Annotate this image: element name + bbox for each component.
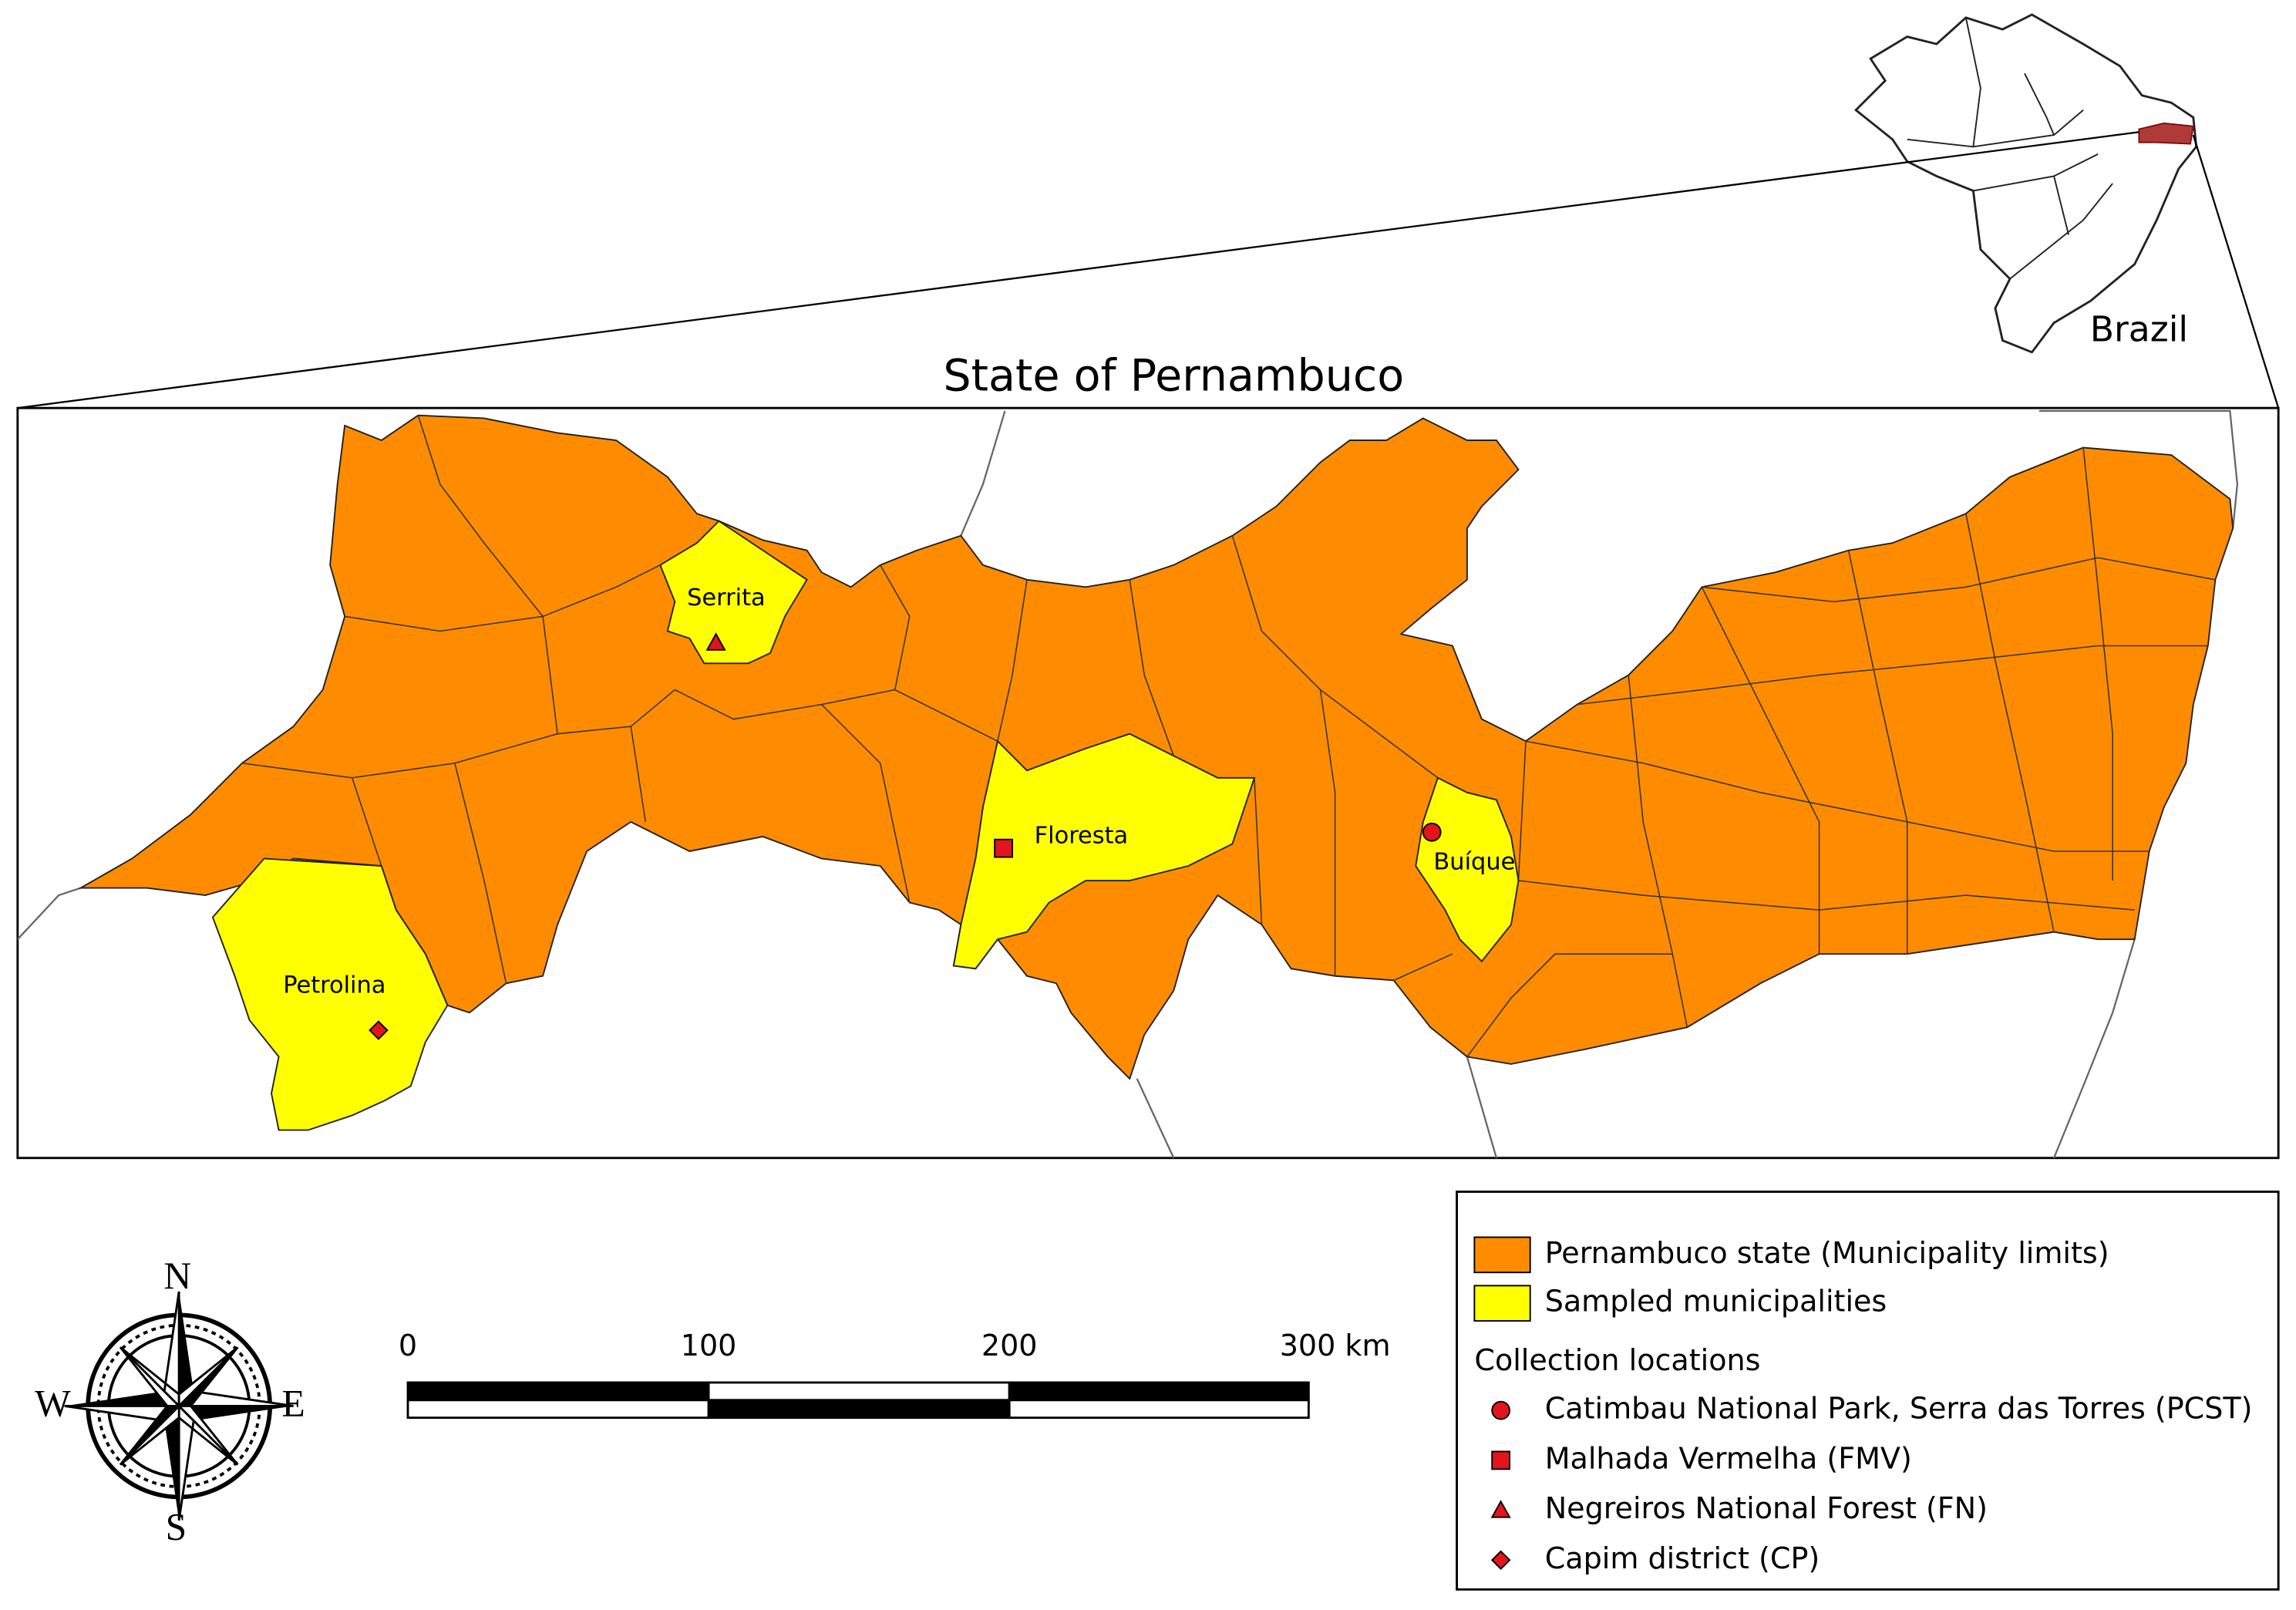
scale-label: 300 km	[1280, 1329, 1391, 1362]
sampled-municipality	[211, 857, 449, 1131]
legend-label: Capim district (CP)	[1545, 1541, 1820, 1575]
scale-label: 200	[981, 1329, 1038, 1362]
municipality-label: Buíque	[1433, 849, 1515, 876]
legend-label: Malhada Vermelha (FMV)	[1545, 1441, 1912, 1475]
sampled-municipality	[1415, 776, 1520, 963]
inset-map: Brazil	[1854, 13, 2198, 354]
legend-subtitle: Collection locations	[1474, 1343, 1760, 1377]
site-marker	[369, 1020, 389, 1040]
municipality-label: Floresta	[1035, 822, 1129, 849]
compass-label: N	[163, 1255, 191, 1297]
site-marker	[1491, 1450, 1511, 1470]
legend-label: Pernambuco state (Municipality limits)	[1545, 1236, 2109, 1270]
municipality-label: Serrita	[687, 584, 766, 611]
legend-swatch	[1473, 1285, 1531, 1322]
zoom-line	[2192, 134, 2280, 409]
inset-label: Brazil	[2090, 309, 2188, 350]
compass-label: E	[281, 1383, 305, 1425]
sampled-municipality	[659, 520, 808, 665]
site-marker	[705, 632, 726, 651]
site-marker	[1422, 822, 1442, 842]
map-title: State of Pernambuco	[943, 351, 1404, 402]
legend: Collection locations Pernambuco state (M…	[1456, 1191, 2280, 1591]
scale-label: 0	[399, 1329, 417, 1362]
site-marker	[1491, 1400, 1511, 1420]
municipality-label: Petrolina	[283, 972, 385, 999]
site-marker	[994, 838, 1013, 858]
legend-label: Catimbau National Park, Serra das Torres…	[1545, 1392, 2253, 1426]
compass-label: W	[35, 1383, 71, 1425]
legend-label: Sampled municipalities	[1545, 1285, 1887, 1319]
legend-label: Negreiros National Forest (FN)	[1545, 1491, 1988, 1525]
main-map: Serrita Floresta Buíque Petrolina	[16, 406, 2280, 1160]
sampled-municipality	[952, 733, 1256, 970]
site-marker	[1490, 1500, 1511, 1518]
legend-swatch	[1473, 1236, 1531, 1274]
scale-bar	[406, 1381, 1310, 1420]
scale-label: 100	[681, 1329, 737, 1362]
compass-rose	[64, 1291, 294, 1521]
compass-label: S	[166, 1506, 187, 1548]
zoom-line	[17, 131, 2139, 409]
site-marker	[1490, 1550, 1511, 1571]
